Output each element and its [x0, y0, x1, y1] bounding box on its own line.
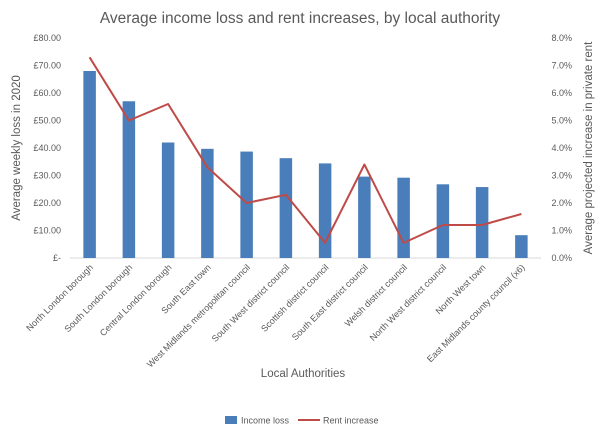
rent-increase-line: [88, 56, 522, 244]
y-left-tick-label: £70.00: [33, 61, 61, 71]
y-right-tick-label: 6.0%: [551, 88, 572, 98]
y-left-tick-label: £20.00: [33, 198, 61, 208]
y-right-tick-label: 2.0%: [551, 198, 572, 208]
y-left-tick-label: £-: [53, 253, 61, 263]
y-left-tick-label: £30.00: [33, 171, 61, 181]
y-left-tick-label: £40.00: [33, 143, 61, 153]
income-loss-bar: [397, 177, 410, 258]
y-right-tick-label: 7.0%: [551, 61, 572, 71]
y-axis-left-title: Average weekly loss in 2020: [11, 75, 23, 221]
income-loss-bar: [83, 71, 96, 258]
legend-income-label: Income loss: [241, 416, 290, 426]
x-tick-label: South East district council: [290, 262, 370, 342]
x-tick-label: Central London borough: [98, 262, 174, 338]
legend-rent-label: Rent increase: [323, 416, 379, 426]
y-right-tick-label: 1.0%: [551, 226, 572, 236]
income-loss-bar: [475, 187, 489, 258]
income-loss-bar: [122, 101, 136, 258]
income-loss-bar: [279, 158, 293, 258]
x-tick-label: South West district council: [210, 262, 292, 344]
y-right-tick-label: 0.0%: [551, 253, 572, 263]
income-loss-bar: [161, 142, 175, 258]
chart-title: Average income loss and rent increases, …: [100, 10, 501, 27]
y-left-tick-label: £50.00: [33, 116, 61, 126]
legend: Income loss Rent increase: [225, 416, 379, 426]
income-loss-bar: [515, 235, 528, 258]
x-axis-title: Local Authorities: [261, 368, 346, 380]
income-loss-bar: [201, 148, 214, 258]
income-loss-bar: [358, 176, 371, 258]
y-right-tick-label: 4.0%: [551, 143, 572, 153]
x-tick-label: South London borough: [62, 262, 134, 334]
income-loss-bar: [436, 184, 450, 258]
x-tick-label: North London borough: [24, 262, 95, 333]
y-right-tick-label: 8.0%: [551, 33, 572, 43]
y-right-tick-label: 3.0%: [551, 171, 572, 181]
y-left-tick-label: £10.00: [33, 226, 61, 236]
x-tick-label: Scottish district council: [259, 262, 330, 333]
income-loss-bar: [240, 151, 253, 258]
y-left-tick-label: £80.00: [33, 33, 61, 43]
y-left-tick-label: £60.00: [33, 88, 61, 98]
x-tick-label: North West district council: [368, 262, 449, 343]
income-loss-bar: [318, 163, 332, 258]
legend-income-swatch: [225, 416, 237, 424]
y-right-tick-label: 5.0%: [551, 116, 572, 126]
y-axis-right-title: Average projected increase in private re…: [583, 41, 595, 254]
